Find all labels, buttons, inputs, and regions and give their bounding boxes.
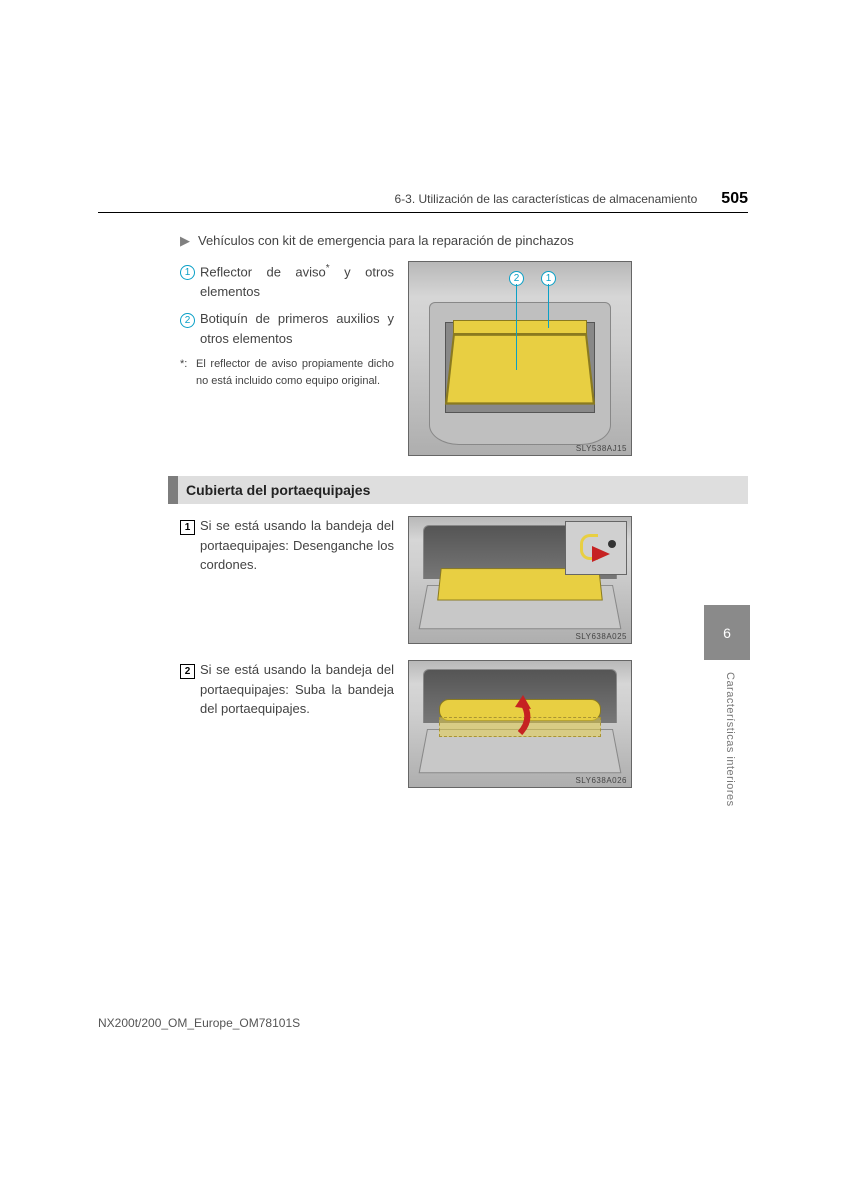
page-content: 6-3. Utilización de las características …	[98, 190, 748, 788]
footnote: *: El reflector de aviso propiamente dic…	[180, 356, 394, 389]
steps-block: 1 Si se está usando la bandeja del porta…	[180, 516, 748, 788]
figure-3-label: SLY638A026	[575, 776, 627, 785]
step-1-text: Si se está usando la bandeja del portaeq…	[200, 516, 394, 575]
header-breadcrumb: 6-3. Utilización de las características …	[98, 192, 721, 206]
step-1-text-col: 1 Si se está usando la bandeja del porta…	[180, 516, 394, 644]
box-2-icon: 2	[180, 664, 195, 679]
section-title: Cubierta del portaequipajes	[178, 476, 748, 504]
chapter-tab: 6	[704, 605, 750, 660]
step-2: 2 Si se está usando la bandeja del porta…	[180, 660, 394, 719]
page-number: 505	[721, 190, 748, 208]
box-1-icon: 1	[180, 520, 195, 535]
step-1-row: 1 Si se está usando la bandeja del porta…	[180, 516, 748, 644]
running-header: 6-3. Utilización de las características …	[98, 190, 748, 213]
footnote-text: El reflector de aviso propiamente dicho …	[196, 356, 394, 389]
legend-item-2-text: Botiquín de primeros auxilios y otros el…	[200, 309, 394, 348]
step-1: 1 Si se está usando la bandeja del porta…	[180, 516, 394, 575]
section-heading: Cubierta del portaequipajes	[168, 476, 748, 504]
footer-code: NX200t/200_OM_Europe_OM78101S	[98, 1016, 300, 1030]
figure-3-col: SLY638A026	[408, 660, 748, 788]
chapter-label: Características interiores	[724, 672, 736, 807]
arrow-right-icon	[592, 546, 610, 562]
legend-block: 1 Reflector de aviso* y otros elementos …	[180, 261, 748, 456]
triangle-icon: ▶	[180, 233, 198, 249]
inset-detail	[565, 521, 627, 575]
step-2-row: 2 Si se está usando la bandeja del porta…	[180, 660, 748, 788]
figure-trunk-storage: 2 1 SLY538AJ15	[408, 261, 632, 456]
intro-text: Vehículos con kit de emergencia para la …	[198, 233, 574, 249]
chapter-number: 6	[723, 625, 731, 641]
legend-text-col: 1 Reflector de aviso* y otros elementos …	[180, 261, 394, 456]
footnote-mark: *:	[180, 356, 196, 389]
intro-bullet: ▶ Vehículos con kit de emergencia para l…	[180, 233, 748, 249]
figure-1-label: SLY538AJ15	[576, 444, 627, 453]
figure-2-col: SLY638A025	[408, 516, 748, 644]
step-2-text-col: 2 Si se está usando la bandeja del porta…	[180, 660, 394, 788]
legend-item-2: 2 Botiquín de primeros auxilios y otros …	[180, 309, 394, 348]
circle-1-icon: 1	[180, 265, 195, 280]
step-2-text: Si se está usando la bandeja del portaeq…	[200, 660, 394, 719]
circle-2-icon: 2	[180, 313, 195, 328]
legend-item-1-text: Reflector de aviso* y otros elementos	[200, 261, 394, 301]
legend-item-1: 1 Reflector de aviso* y otros elementos	[180, 261, 394, 301]
figure-1-col: 2 1 SLY538AJ15	[408, 261, 748, 456]
figure-unhook-cover: SLY638A025	[408, 516, 632, 644]
arrow-curve-up-icon	[505, 695, 535, 735]
figure-2-label: SLY638A025	[575, 632, 627, 641]
figure-raise-cover: SLY638A026	[408, 660, 632, 788]
body: ▶ Vehículos con kit de emergencia para l…	[180, 233, 748, 456]
section-accent-bar	[168, 476, 178, 504]
